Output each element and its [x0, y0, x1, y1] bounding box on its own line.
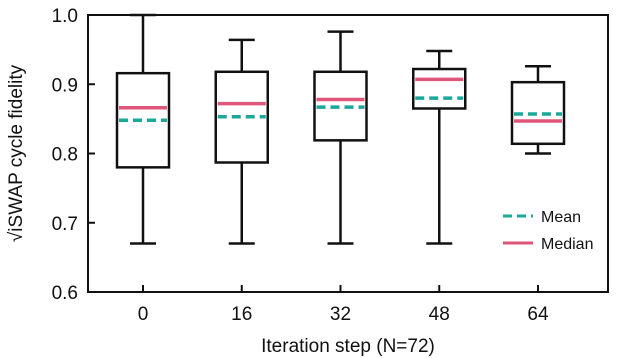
y-tick-label: 1.0: [52, 6, 78, 27]
legend-median-label: Median: [541, 236, 593, 253]
x-tick-label: 16: [231, 304, 252, 325]
plot-frame: [87, 14, 609, 293]
legend: Mean Median: [503, 209, 593, 253]
y-tick-label: 0.8: [52, 145, 78, 166]
box-series: [115, 13, 566, 245]
box-48: [412, 49, 467, 245]
iqr-box: [412, 67, 467, 110]
y-axis-label: √iSWAP cycle fidelity: [6, 64, 27, 242]
box-16: [214, 38, 269, 245]
x-tick-label: 48: [429, 304, 450, 325]
box-32: [313, 30, 368, 245]
box-64: [510, 64, 566, 155]
x-tick-label: 64: [527, 304, 549, 325]
y-tick-label: 0.9: [52, 75, 78, 96]
x-axis-ticks: 0 16 32 48 64: [138, 285, 549, 325]
x-tick-label: 0: [138, 304, 149, 325]
x-axis-label: Iteration step (N=72): [261, 336, 435, 357]
legend-mean-label: Mean: [541, 209, 581, 226]
box-0: [115, 13, 171, 245]
y-tick-label: 0.7: [52, 214, 78, 235]
y-tick-label: 0.6: [52, 283, 78, 304]
x-tick-label: 32: [330, 304, 351, 325]
